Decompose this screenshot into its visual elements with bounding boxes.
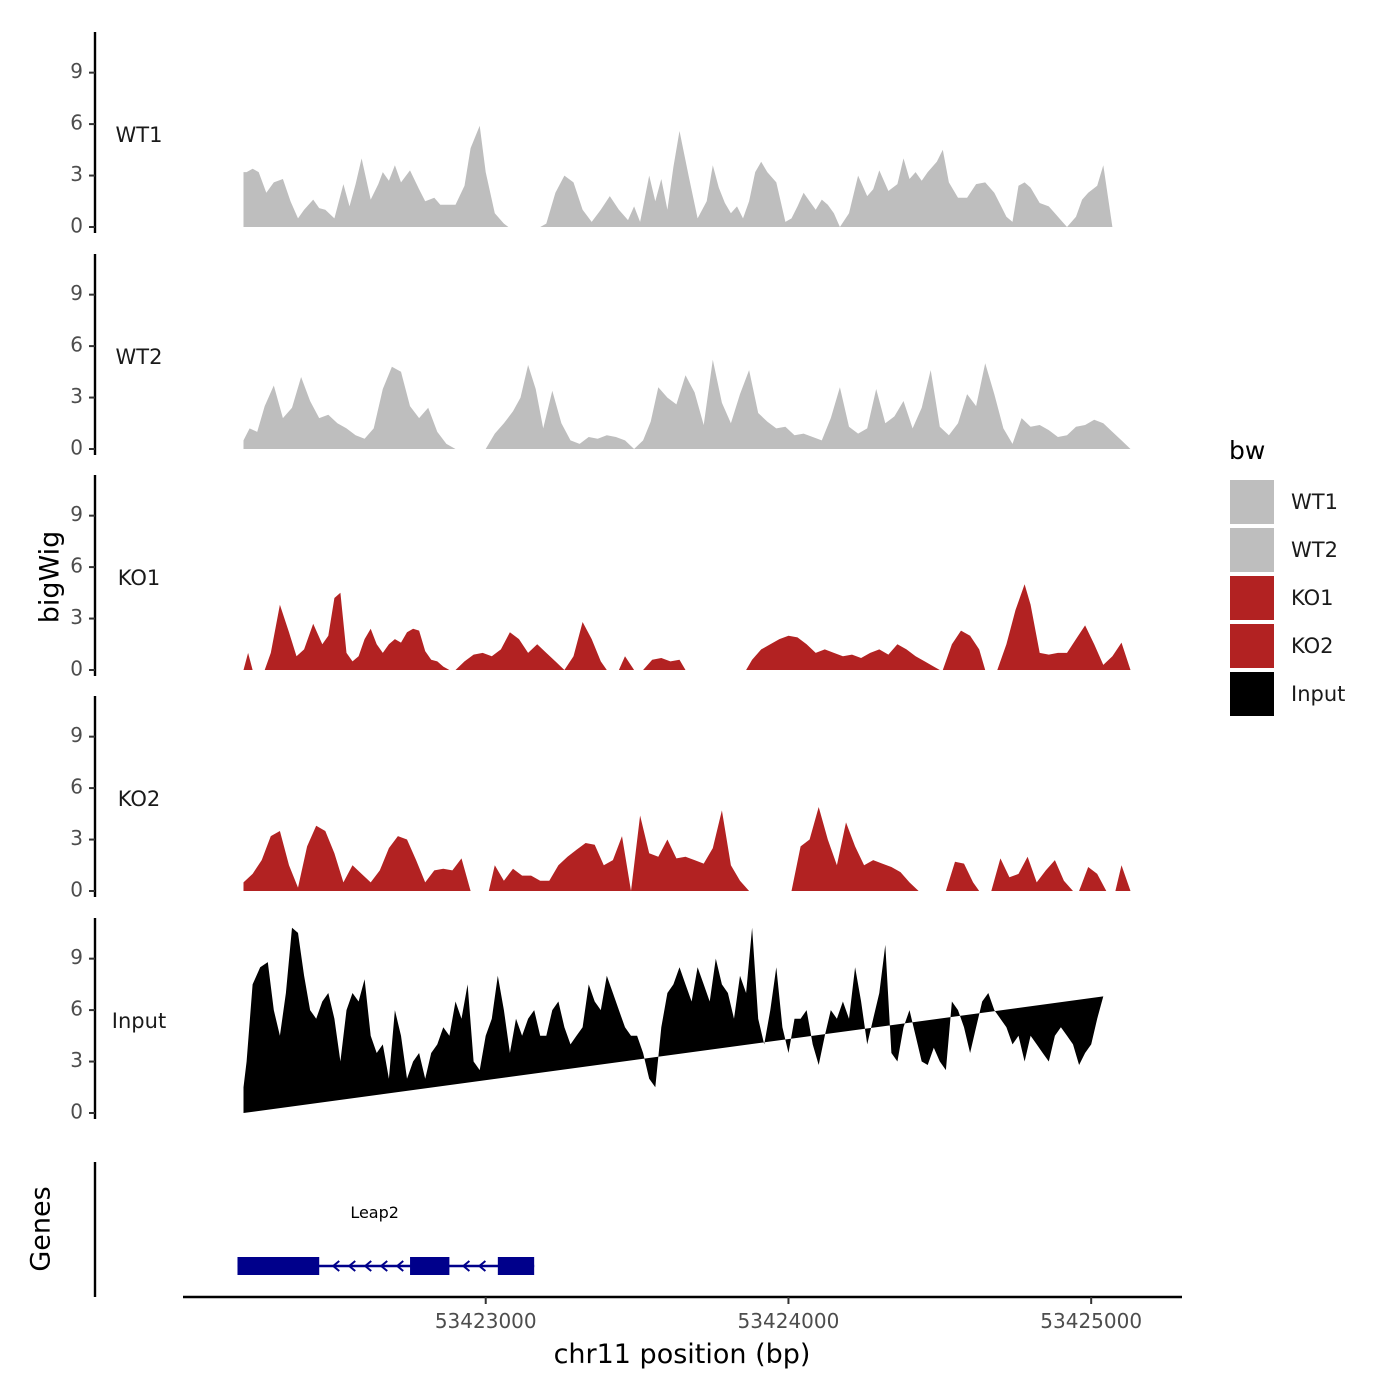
- gene-exon: [410, 1257, 450, 1275]
- coverage-area-ko1: [746, 635, 940, 670]
- track-wt1: 0 3 6 9 WT1: [70, 32, 1137, 238]
- track-label: Input: [112, 1009, 166, 1033]
- coverage-area-ko2: [1079, 867, 1107, 891]
- coverage-area-ko2: [1115, 865, 1131, 891]
- y-tick-label: 3: [70, 384, 83, 408]
- y-tick-label: 6: [70, 775, 83, 799]
- x-tick-label: 53423000: [435, 1309, 537, 1333]
- y-tick-label: 6: [70, 997, 83, 1021]
- coverage-area-ko1: [264, 592, 456, 670]
- legend-key-wt1: [1230, 480, 1274, 524]
- track-ko1: 0 3 6 9 KO1: [70, 475, 1131, 681]
- y-axis-title: bigWig: [35, 531, 66, 624]
- legend-title: bw: [1229, 436, 1265, 465]
- coverage-area-ko1: [643, 658, 686, 670]
- coverage-area-wt2: [485, 359, 1131, 449]
- legend-key-ko1: [1230, 576, 1274, 620]
- gene-label: Leap2: [350, 1203, 399, 1222]
- legend-key-wt2: [1230, 528, 1274, 572]
- gene-exon: [497, 1257, 535, 1275]
- y-tick-label: 9: [70, 59, 83, 83]
- legend-label: WT2: [1291, 538, 1338, 562]
- y-tick-label: 0: [70, 657, 83, 681]
- legend-label: Input: [1291, 682, 1345, 706]
- y-tick-label: 6: [70, 333, 83, 357]
- legend-label: KO1: [1291, 586, 1334, 610]
- coverage-area-ko2: [488, 810, 792, 891]
- y-tick-label: 9: [70, 502, 83, 526]
- track-ko2: 0 3 6 9 KO2: [70, 696, 1131, 902]
- y-tick-label: 6: [70, 111, 83, 135]
- y-tick-label: 3: [70, 162, 83, 186]
- strand-arrow: [331, 1260, 340, 1272]
- track-label: WT1: [116, 123, 163, 147]
- coverage-area-ko2: [791, 807, 937, 891]
- strand-arrow: [347, 1260, 356, 1272]
- legend: bw WT1 WT2 KO1 KO2 Input: [1229, 436, 1345, 716]
- coverage-area-ko1: [618, 656, 635, 670]
- track-label: KO1: [118, 566, 161, 590]
- coverage-area-wt1: [540, 131, 840, 227]
- strand-arrow: [379, 1260, 388, 1272]
- coverage-tracks: 0 3 6 9 WT1 0 3 6 9 WT2 0 3 6 9 KO1 0 3 6 9 KO2 0 3 6 9 Input: [70, 32, 1137, 1124]
- legend-key-ko2: [1230, 624, 1274, 668]
- track-wt2: 0 3 6 9 WT2: [70, 254, 1131, 460]
- y-tick-label: 0: [70, 1100, 83, 1124]
- y-tick-label: 0: [70, 214, 83, 238]
- coverage-area-wt1: [243, 125, 541, 227]
- coverage-area-ko1: [455, 622, 607, 670]
- gene-track-title: Genes: [26, 1186, 57, 1271]
- coverage-area-wt1: [839, 149, 1137, 227]
- strand-arrow: [363, 1260, 372, 1272]
- y-tick-label: 9: [70, 723, 83, 747]
- coverage-area-ko1: [942, 630, 986, 670]
- x-tick-label: 53425000: [1040, 1309, 1142, 1333]
- coverage-area-input: [243, 927, 1104, 1113]
- coverage-area-ko1: [997, 584, 1131, 670]
- gene-track: Leap2: [93, 1162, 535, 1297]
- y-tick-label: 9: [70, 281, 83, 305]
- y-tick-label: 6: [70, 554, 83, 578]
- coverage-area-ko2: [991, 856, 1073, 891]
- legend-label: WT1: [1291, 490, 1338, 514]
- x-axis: 53423000 53424000 53425000: [183, 1295, 1182, 1333]
- strand-arrow: [395, 1260, 404, 1272]
- coverage-area-ko2: [945, 861, 980, 891]
- x-axis-title: chr11 position (bp): [554, 1339, 811, 1370]
- coverage-area-ko2: [243, 825, 471, 891]
- track-label: WT2: [116, 345, 163, 369]
- coverage-area-ko1: [243, 652, 253, 670]
- x-tick-label: 53424000: [738, 1309, 840, 1333]
- track-input: 0 3 6 9 Input: [70, 918, 1104, 1124]
- y-tick-label: 9: [70, 945, 83, 969]
- legend-label: KO2: [1291, 634, 1334, 658]
- track-label: KO2: [118, 787, 161, 811]
- y-tick-label: 3: [70, 826, 83, 850]
- y-tick-label: 0: [70, 436, 83, 460]
- y-tick-label: 3: [70, 605, 83, 629]
- strand-arrow: [477, 1260, 487, 1272]
- gene-leap2: Leap2: [237, 1203, 535, 1275]
- y-tick-label: 3: [70, 1048, 83, 1072]
- legend-key-input: [1230, 672, 1274, 716]
- coverage-area-wt2: [243, 366, 465, 449]
- strand-arrow: [461, 1260, 471, 1272]
- gene-exon: [237, 1257, 320, 1275]
- y-tick-label: 0: [70, 878, 83, 902]
